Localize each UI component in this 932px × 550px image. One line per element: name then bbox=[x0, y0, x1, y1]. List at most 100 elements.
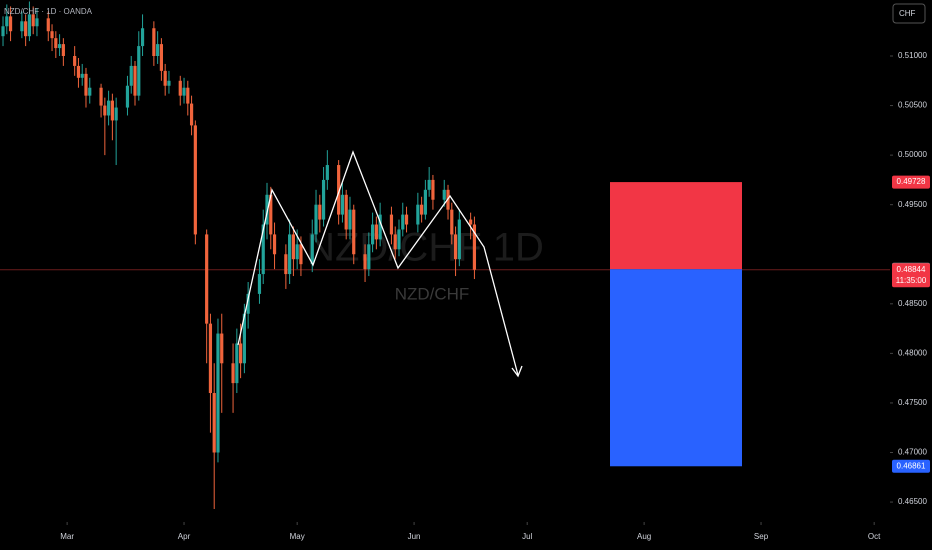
candle-body bbox=[295, 244, 299, 260]
x-tick-label: Jun bbox=[408, 532, 421, 541]
legend: NZD/CHF · 1D · OANDA bbox=[4, 7, 93, 16]
candle-body bbox=[431, 179, 435, 200]
candle-body bbox=[61, 44, 65, 57]
candle-body bbox=[107, 100, 111, 116]
candle-body bbox=[212, 393, 216, 453]
pattern-drawing bbox=[237, 150, 519, 376]
candle-body bbox=[46, 18, 50, 32]
stop-zone bbox=[610, 269, 742, 467]
candle-body bbox=[31, 14, 35, 27]
candle-body bbox=[348, 209, 352, 230]
candle-body bbox=[125, 85, 130, 108]
y-tick-label: 0.50000 bbox=[898, 150, 927, 159]
candle-body bbox=[140, 28, 145, 47]
candle-body bbox=[156, 44, 160, 57]
candle-body bbox=[137, 46, 141, 96]
candle-body bbox=[1, 26, 5, 37]
candle-body bbox=[423, 189, 427, 215]
candle-body bbox=[73, 56, 77, 66]
candle-body bbox=[310, 234, 314, 265]
candle-body bbox=[284, 254, 288, 275]
candle-body bbox=[205, 234, 209, 324]
candle-body bbox=[389, 214, 394, 235]
candle-body bbox=[291, 234, 295, 260]
candle-body bbox=[344, 194, 348, 230]
y-tick-label: 0.48500 bbox=[898, 299, 927, 308]
candle-body bbox=[374, 224, 378, 240]
candle-body bbox=[242, 313, 246, 364]
target-zone bbox=[610, 182, 742, 270]
candle-body bbox=[133, 65, 137, 96]
candle-body bbox=[472, 224, 477, 270]
candle-body bbox=[193, 125, 197, 235]
x-tick-label: Aug bbox=[637, 532, 651, 541]
y-tick-label: 0.47000 bbox=[898, 448, 927, 457]
price-axis: 0.46500 0.47000 0.47500 0.48000 0.48500 0.495… bbox=[60, 51, 930, 541]
last-price-countdown: 11:35:00 bbox=[896, 276, 927, 285]
stop-label: 0.46861 bbox=[897, 461, 926, 470]
x-tick-label: Mar bbox=[60, 532, 74, 541]
currency-button[interactable] bbox=[892, 3, 926, 24]
candle-body bbox=[99, 87, 103, 106]
candle-body bbox=[393, 234, 397, 250]
watermark-sub: NZD/CHF bbox=[395, 284, 470, 303]
watermark: NZD/CHF 1D bbox=[306, 226, 544, 270]
candle-body bbox=[442, 189, 446, 200]
candle-body bbox=[110, 100, 114, 121]
x-tick-label: Apr bbox=[178, 532, 191, 541]
candle-body bbox=[163, 70, 167, 86]
y-tick-label: 0.47500 bbox=[898, 398, 927, 407]
candle-body bbox=[20, 21, 24, 32]
candle-body bbox=[50, 31, 54, 39]
y-tick-label: 0.50500 bbox=[898, 101, 927, 110]
candle-body bbox=[321, 179, 326, 220]
candle-body bbox=[152, 28, 156, 57]
candle-body bbox=[186, 87, 190, 104]
y-tick-label: 0.48000 bbox=[898, 348, 927, 357]
candle-body bbox=[457, 219, 461, 260]
candle-body bbox=[269, 194, 273, 235]
candle-body bbox=[8, 16, 13, 32]
candle-body bbox=[159, 44, 164, 71]
candle-body bbox=[231, 363, 235, 384]
candle-body bbox=[314, 204, 318, 235]
x-tick-label: Jul bbox=[522, 532, 532, 541]
candle-body bbox=[129, 65, 133, 86]
candle-body bbox=[401, 214, 405, 230]
candle-body bbox=[208, 323, 213, 394]
candle-body bbox=[220, 333, 224, 364]
candle-body bbox=[84, 73, 88, 96]
candle-body bbox=[80, 73, 84, 78]
plot bbox=[0, 1, 890, 509]
candle-body bbox=[54, 38, 58, 49]
candle-body bbox=[88, 87, 92, 96]
candle-body bbox=[340, 194, 345, 215]
candle-body bbox=[27, 14, 32, 37]
candle-body bbox=[182, 87, 186, 96]
candle-body bbox=[239, 343, 243, 364]
candle-body bbox=[352, 209, 356, 255]
candle-body bbox=[261, 224, 265, 275]
candle-body bbox=[427, 179, 431, 190]
target-label: 0.49728 bbox=[897, 177, 926, 186]
x-tick-label: May bbox=[290, 532, 305, 541]
candle-body bbox=[318, 204, 322, 220]
candle-body bbox=[272, 234, 277, 255]
candle-body bbox=[35, 18, 39, 27]
arrow-head bbox=[511, 365, 523, 378]
candle-body bbox=[178, 80, 182, 96]
currency[interactable]: CHF bbox=[899, 9, 916, 18]
candle-body bbox=[114, 107, 118, 121]
candle-body bbox=[189, 103, 194, 126]
candle-body bbox=[76, 65, 81, 78]
candle-body bbox=[367, 244, 371, 270]
candle-body bbox=[397, 229, 401, 250]
candle-body bbox=[246, 293, 250, 314]
candle-body bbox=[404, 214, 409, 225]
y-tick-label: 0.51000 bbox=[898, 51, 927, 60]
candle-body bbox=[216, 333, 220, 453]
candle-body bbox=[450, 209, 454, 235]
candle-body bbox=[257, 274, 262, 294]
